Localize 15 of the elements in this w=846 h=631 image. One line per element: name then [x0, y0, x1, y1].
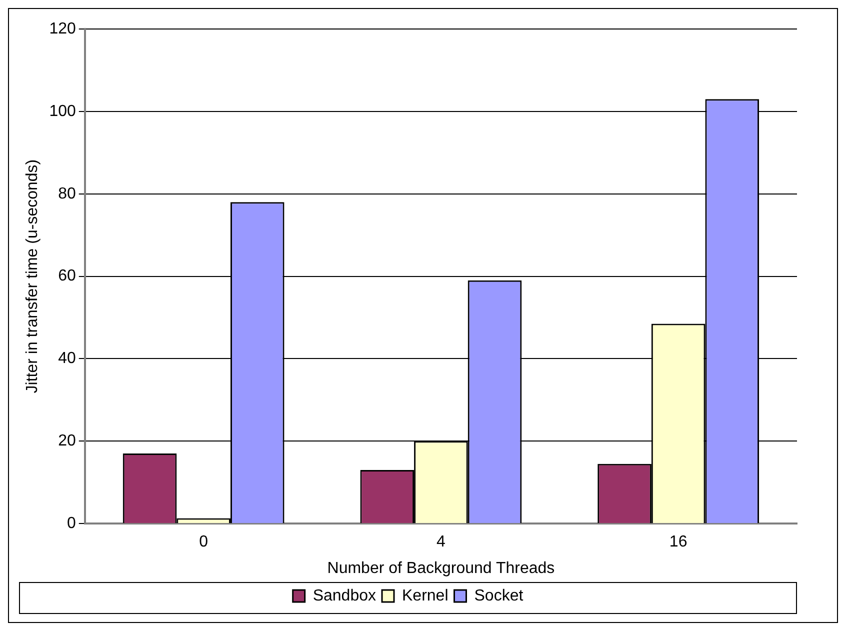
- x-tick-label: 16: [669, 534, 688, 551]
- y-tick-label: 20: [58, 432, 76, 450]
- legend-label: Sandbox: [312, 587, 376, 604]
- y-tick-label: 60: [58, 268, 76, 285]
- y-tick-label: 80: [58, 185, 76, 202]
- y-tick-label: 40: [58, 350, 76, 368]
- y-tick-label: 120: [49, 20, 76, 38]
- x-axis-title: Number of Background Threads: [327, 560, 555, 577]
- x-tick-label: 4: [436, 534, 446, 551]
- y-tick-label: 100: [49, 102, 76, 120]
- y-tick-label: 0: [66, 515, 76, 532]
- legend-label: Kernel: [402, 587, 448, 604]
- y-axis-title: Jitter in transfer time (u-seconds): [24, 159, 42, 394]
- legend-label: Socket: [474, 587, 524, 604]
- x-tick-label: 0: [199, 534, 208, 551]
